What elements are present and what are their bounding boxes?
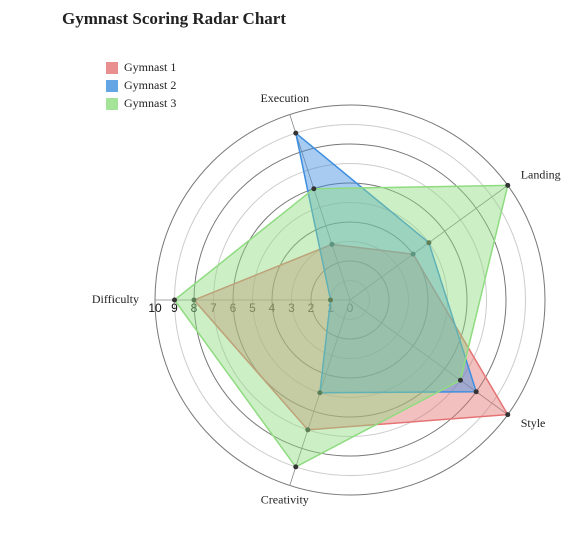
series-area — [294, 131, 478, 394]
axis-label: Execution — [260, 91, 309, 105]
point — [410, 251, 416, 257]
r-tick-label: 3 — [288, 301, 295, 315]
point — [328, 297, 333, 303]
r-tick-label: 8 — [191, 301, 198, 315]
point — [172, 297, 177, 303]
legend-label: Gymnast 2 — [124, 78, 176, 92]
chart-title: Gymnast Scoring Radar Chart — [62, 9, 286, 28]
axis-label: Difficulty — [92, 292, 139, 306]
point — [293, 464, 299, 470]
r-tick-label: 0 — [347, 301, 354, 315]
axis-label: Creativity — [261, 492, 309, 506]
point — [317, 390, 323, 396]
point — [305, 427, 311, 433]
r-tick-label: 9 — [171, 301, 178, 315]
r-tick-label: 5 — [249, 301, 256, 315]
r-tick-label: 6 — [230, 301, 237, 315]
point — [191, 297, 197, 303]
spoke — [349, 299, 508, 415]
legend-swatch — [106, 98, 118, 110]
r-tick-label: 7 — [210, 301, 217, 315]
point — [329, 241, 335, 247]
point — [473, 389, 479, 395]
axis-label: Landing — [521, 168, 561, 182]
r-tick-label: 2 — [308, 301, 315, 315]
point — [505, 182, 511, 188]
r-tick-label: 10 — [148, 301, 162, 315]
legend-swatch — [106, 80, 118, 92]
series-area — [192, 243, 510, 431]
series-area — [173, 184, 509, 468]
r-tick-label: 1 — [327, 301, 334, 315]
spoke — [289, 114, 351, 301]
point — [426, 240, 432, 246]
point — [311, 186, 317, 192]
r-tick-label: 4 — [269, 301, 276, 315]
axis-label: Style — [521, 416, 546, 430]
point — [505, 412, 511, 418]
legend-label: Gymnast 1 — [124, 60, 176, 74]
point — [293, 130, 299, 136]
point — [457, 377, 463, 383]
legend-label: Gymnast 3 — [124, 96, 176, 110]
legend-swatch — [106, 62, 118, 74]
